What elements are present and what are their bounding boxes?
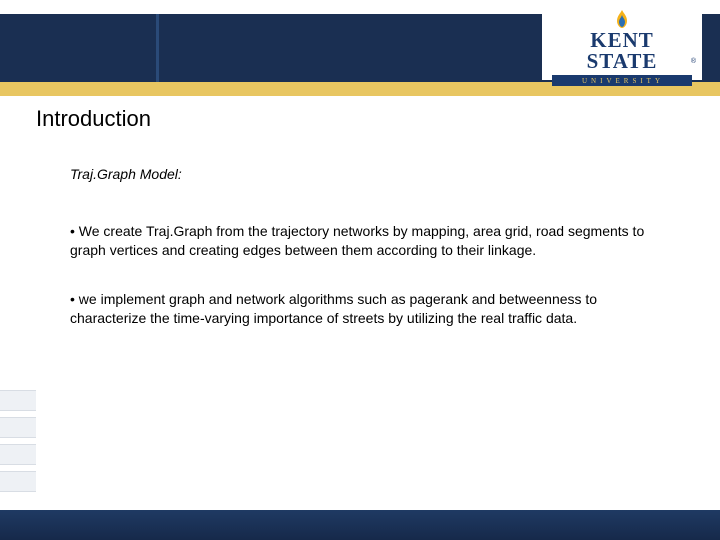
- logo-registered: ®: [691, 58, 696, 65]
- slide-header: KENT STATE UNIVERSITY ®: [0, 0, 720, 95]
- stripe: [0, 417, 36, 438]
- flame-icon: [615, 10, 629, 28]
- section-subtitle: Traj.Graph Model:: [70, 166, 684, 182]
- side-stripe-decoration: [0, 390, 36, 492]
- logo-main-text: KENT STATE: [552, 30, 692, 72]
- stripe: [0, 444, 36, 465]
- stripe: [0, 471, 36, 492]
- stripe: [0, 390, 36, 411]
- bullet-item: • we implement graph and network algorit…: [70, 290, 664, 328]
- logo-sub-text: UNIVERSITY: [552, 75, 692, 86]
- university-logo: KENT STATE UNIVERSITY ®: [542, 4, 702, 80]
- slide-content: Introduction Traj.Graph Model: • We crea…: [0, 96, 720, 358]
- slide-footer-bar: [0, 510, 720, 540]
- page-title: Introduction: [36, 106, 684, 132]
- header-divider: [156, 14, 159, 82]
- bullet-item: • We create Traj.Graph from the trajecto…: [70, 222, 664, 260]
